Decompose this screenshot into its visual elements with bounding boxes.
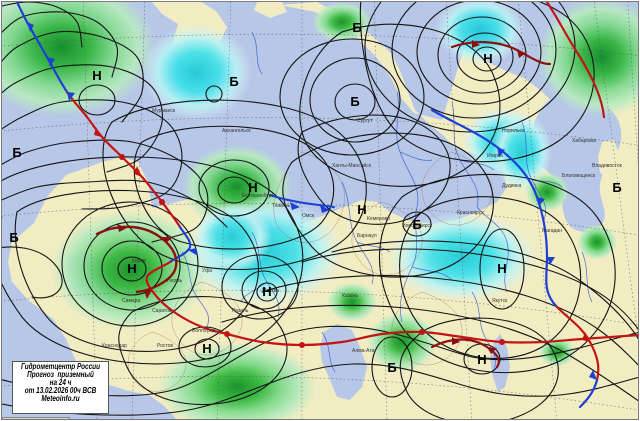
svg-text:Ростов: Ростов xyxy=(157,343,173,349)
svg-text:Тюмень: Тюмень xyxy=(272,203,291,209)
svg-text:Омск: Омск xyxy=(302,213,315,219)
svg-text:H: H xyxy=(477,352,486,367)
svg-text:Екатеринбург: Екатеринбург xyxy=(242,193,274,199)
svg-text:H: H xyxy=(127,261,136,276)
svg-text:Сургут: Сургут xyxy=(357,118,373,124)
svg-text:Волгоград: Волгоград xyxy=(192,328,216,334)
svg-text:Красноярск: Красноярск xyxy=(457,210,485,216)
svg-text:Б: Б xyxy=(9,230,18,245)
svg-text:Самара: Самара xyxy=(122,298,140,304)
svg-text:Ханты-Мансийск: Ханты-Мансийск xyxy=(332,162,372,169)
svg-text:H: H xyxy=(357,202,366,217)
svg-text:Якутск: Якутск xyxy=(492,298,508,304)
svg-text:Алма-Ата: Алма-Ата xyxy=(352,348,375,354)
svg-text:Казань: Казань xyxy=(342,293,358,299)
svg-text:Магадан: Магадан xyxy=(542,228,562,234)
svg-text:Норильск: Норильск xyxy=(502,128,525,134)
svg-text:Рязань: Рязань xyxy=(232,308,249,314)
svg-text:Владивосток: Владивосток xyxy=(592,163,623,169)
svg-text:H: H xyxy=(202,341,211,356)
svg-text:Игарка: Игарка xyxy=(487,153,503,159)
svg-text:Б: Б xyxy=(12,145,21,160)
svg-text:Б: Б xyxy=(387,360,396,375)
svg-text:Б: Б xyxy=(350,94,359,109)
svg-text:Краснодар: Краснодар xyxy=(102,343,127,349)
svg-text:Хабаровск: Хабаровск xyxy=(572,138,597,144)
svg-text:Благовещенск: Благовещенск xyxy=(562,173,596,179)
svg-text:Б: Б xyxy=(612,180,621,195)
svg-text:H: H xyxy=(262,284,271,299)
svg-text:Б: Б xyxy=(229,74,238,89)
svg-text:Н: Н xyxy=(483,51,492,66)
svg-text:Дудинка: Дудинка xyxy=(502,183,522,189)
svg-text:Б: Б xyxy=(412,217,421,232)
svg-text:Архангельск: Архангельск xyxy=(222,128,251,134)
svg-text:Уфа: Уфа xyxy=(202,268,212,274)
svg-text:Кемерово: Кемерово xyxy=(367,216,390,222)
svg-text:Саратов: Саратов xyxy=(152,308,172,314)
svg-text:Пермь: Пермь xyxy=(167,278,183,284)
svg-text:H: H xyxy=(92,68,101,83)
svg-text:Б: Б xyxy=(352,20,361,35)
svg-text:Мурманск: Мурманск xyxy=(152,108,176,114)
svg-text:Барнаул: Барнаул xyxy=(357,233,377,239)
svg-text:H: H xyxy=(497,261,506,276)
svg-text:H: H xyxy=(248,180,257,195)
